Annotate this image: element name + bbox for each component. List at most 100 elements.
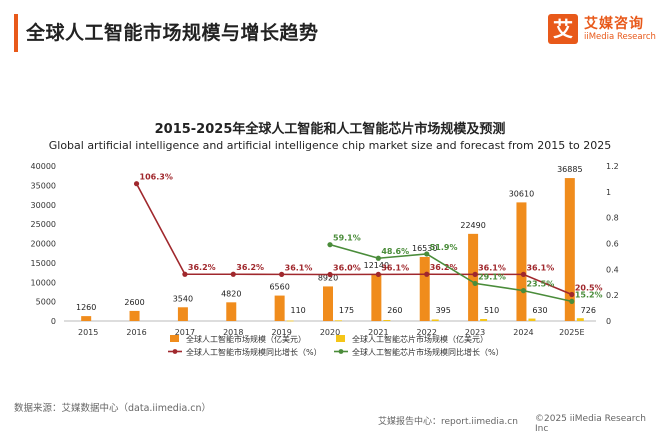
y-right-tick-label: 0.4 [606,265,619,274]
brand-logo-icon: 艾 [548,14,578,44]
x-tick-label: 2020 [320,328,340,337]
bar-value-label: 6560 [269,283,289,292]
line-value-label: 36.1% [478,263,506,272]
y-left-tick-label: 15000 [31,259,56,268]
line-value-label: 36.1% [285,263,313,272]
copyright: ©2025 iiMedia Research Inc [535,414,646,434]
series-point [424,271,430,277]
bar-ai-chip [431,319,439,321]
bar-value-label: 36885 [557,165,582,174]
bar-ai-market [274,295,285,321]
bar-value-label: 260 [387,306,402,315]
x-tick-label: 2017 [175,328,195,337]
bar-value-label: 726 [581,306,596,315]
line-value-label: 15.2% [575,290,603,299]
y-left-tick-label: 10000 [31,278,56,287]
y-right-tick-label: 0 [606,317,611,326]
bar-value-label: 3540 [173,294,193,303]
bar-value-label: 16530 [412,244,437,253]
line-value-label: 23.5% [526,280,554,289]
series-point [520,271,527,277]
y-right-tick-label: 0.8 [606,214,619,223]
bar-ai-chip [286,320,294,322]
bar-ai-chip [576,318,584,321]
series-point [472,280,478,287]
series-point [472,271,478,277]
brand-name-en: iiMedia Research [584,32,656,42]
y-left-tick-label: 25000 [31,220,56,229]
bar-value-label: 395 [436,306,451,315]
legend-marker [338,349,344,354]
report-center-link[interactable]: 艾媒报告中心：report.iimedia.cn [378,417,518,427]
brand-name-cn: 艾媒咨询 [584,16,644,32]
series-point [182,271,188,277]
line-value-label: 20.5% [575,284,603,293]
series-point [327,271,333,278]
series-point [424,251,430,257]
series-line-ai-growth [135,183,573,296]
series-point [569,298,575,304]
legend-swatch [170,335,179,342]
legend-entry: 全球人工智能芯片市场规模（亿美元） [352,334,488,344]
bar-ai-chip [528,318,536,321]
bar-ai-market [468,233,479,321]
bar-value-label: 4820 [221,289,241,298]
legend-entry: 全球人工智能市场规模（亿美元） [186,334,306,344]
bar-ai-chip [335,320,342,322]
series-point [133,181,140,187]
series-point [230,271,236,277]
line-value-label: 29.1% [478,272,506,281]
series-point [375,255,381,261]
legend-marker [172,349,178,354]
series-point [375,271,381,277]
bar-value-label: 8920 [318,273,338,282]
line-value-label: 48.6% [381,247,409,256]
x-tick-label: 2015 [78,328,98,337]
line-value-label: 36.2% [430,263,458,272]
legend-entry: 全球人工智能市场规模同比增长（%） [186,347,322,357]
bar-ai-market [564,178,575,321]
bar-ai-market [177,307,188,321]
line-value-label: 106.3% [140,173,173,182]
x-tick-label: 2021 [368,328,388,337]
bar-ai-market [323,286,333,321]
bar-value-label: 1260 [76,303,96,312]
series-point [327,242,333,248]
y-left-tick-label: 30000 [31,201,56,210]
series-point [569,291,575,298]
chart-title: 2015-2025年全球人工智能和人工智能芯片市场规模及预测 [154,122,506,137]
bar-value-label: 22490 [460,221,485,230]
y-left-tick-label: 35000 [31,181,56,190]
y-right-tick-label: 0.2 [606,291,619,300]
x-tick-label: 2025E [559,328,584,337]
y-left-tick-label: 40000 [31,162,56,171]
bar-ai-market [371,273,382,321]
line-value-label: 51.9% [430,243,458,252]
series-point [520,288,527,294]
line-value-label: 36.2% [236,263,264,272]
line-value-label: 36.0% [333,264,361,273]
bar-value-label: 630 [532,306,547,315]
title-accent-bar [14,14,18,52]
bar-value-label: 110 [290,306,305,315]
x-tick-label: 2018 [223,328,243,337]
line-value-label: 36.1% [526,263,554,272]
bar-value-label: 2600 [124,298,144,307]
line-value-label: 36.1% [381,263,409,272]
chart-subtitle: Global artificial intelligence and artif… [48,139,612,152]
y-left-tick-label: 5000 [36,298,56,307]
data-source: 数据来源：艾媒数据中心（data.iimedia.cn） [14,403,212,414]
bar-value-label: 30610 [509,189,534,198]
x-tick-label: 2023 [465,328,485,337]
y-right-tick-label: 1 [606,188,611,197]
bar-ai-market [419,256,430,321]
bar-ai-market [129,310,140,321]
x-tick-label: 2022 [417,328,437,337]
x-tick-label: 2016 [126,328,146,337]
y-right-tick-label: 1.2 [606,162,619,171]
bar-ai-chip [383,319,391,321]
bar-value-label: 175 [339,306,354,315]
y-right-tick-label: 0.6 [606,240,619,249]
